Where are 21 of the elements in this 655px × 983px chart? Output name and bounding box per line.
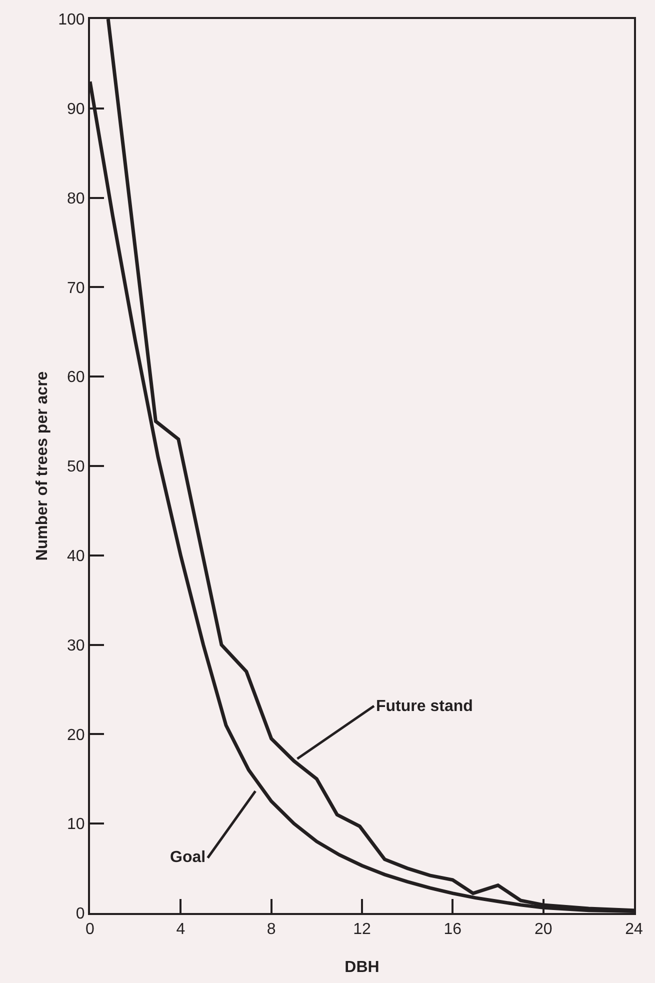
y-tick-label: 70 bbox=[67, 280, 85, 297]
y-tick-label: 100 bbox=[58, 12, 85, 29]
x-tick-label: 20 bbox=[534, 921, 552, 938]
x-axis-title: DBH bbox=[344, 959, 380, 976]
x-tick-label: 12 bbox=[353, 921, 371, 938]
y-tick-label: 40 bbox=[67, 548, 85, 565]
y-tick-label: 30 bbox=[67, 637, 85, 654]
y-tick-label: 50 bbox=[67, 458, 85, 476]
y-tick-label: 0 bbox=[76, 906, 85, 923]
y-tick-label: 20 bbox=[67, 726, 85, 744]
y-tick-label: 60 bbox=[67, 369, 85, 386]
annotation: Future stand bbox=[376, 698, 473, 715]
y-tick-label: 90 bbox=[67, 101, 85, 118]
annotation: Goal bbox=[170, 849, 206, 866]
x-tick-label: 8 bbox=[266, 921, 276, 938]
x-tick-label: 16 bbox=[444, 921, 462, 938]
y-tick-label: 80 bbox=[67, 190, 85, 208]
x-tick-label: 4 bbox=[176, 921, 186, 938]
y-tick-label: 10 bbox=[67, 816, 85, 834]
y-axis-title: Number of trees per acre bbox=[34, 371, 51, 561]
x-tick-label: 24 bbox=[625, 921, 643, 938]
